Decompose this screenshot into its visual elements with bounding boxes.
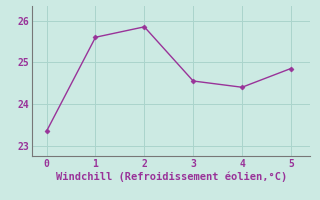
X-axis label: Windchill (Refroidissement éolien,°C): Windchill (Refroidissement éolien,°C) xyxy=(56,172,287,182)
